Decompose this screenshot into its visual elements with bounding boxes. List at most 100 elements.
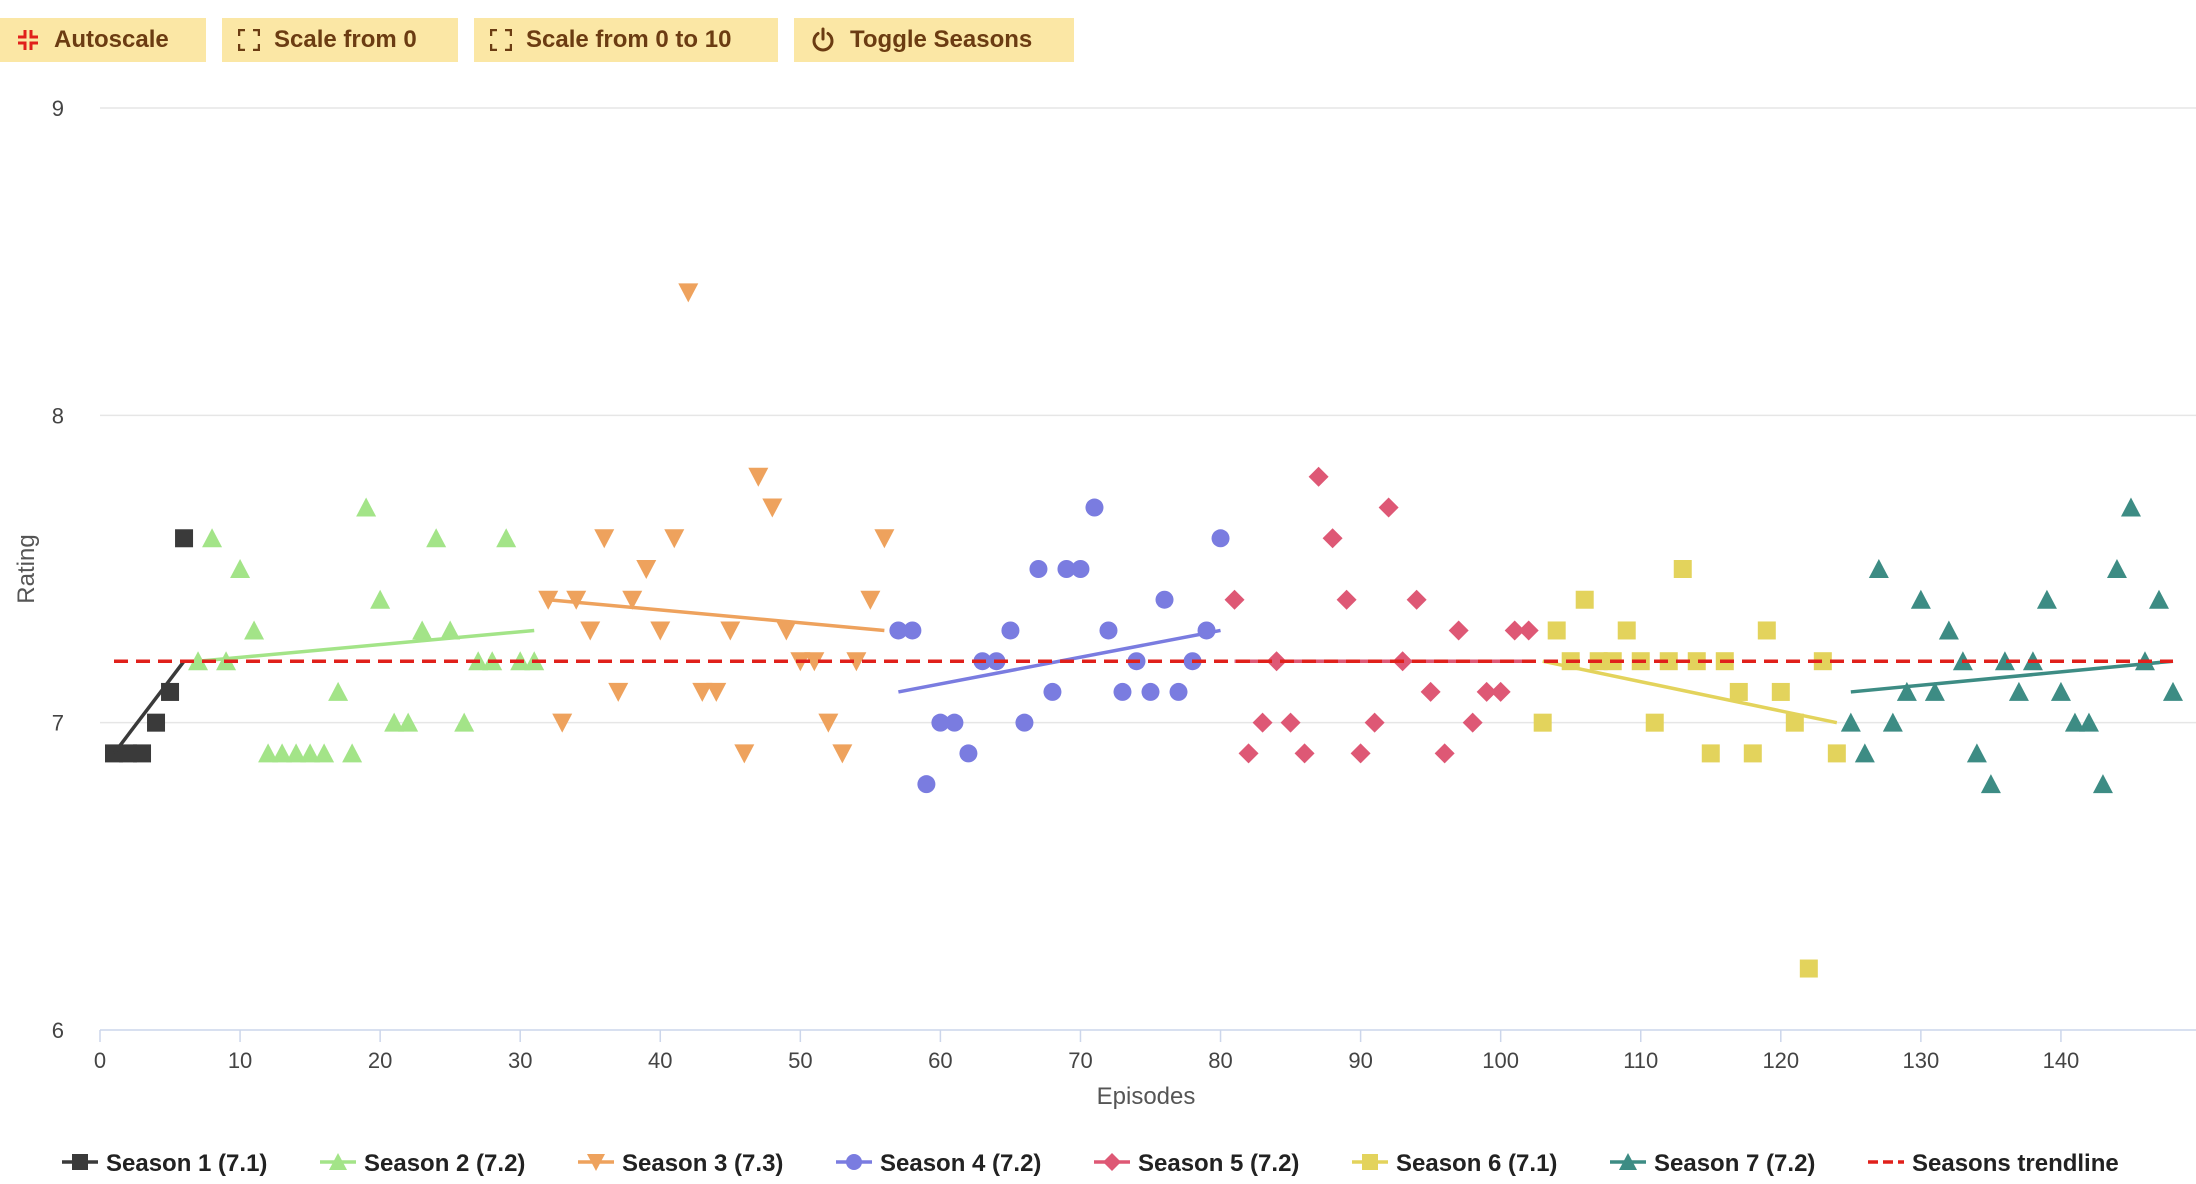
legend-item[interactable]: Season 6 (7.1) <box>1352 1150 1557 1177</box>
data-point <box>734 744 755 764</box>
data-point <box>1687 652 1706 671</box>
data-point <box>1155 590 1174 609</box>
legend-item[interactable]: Season 3 (7.3) <box>578 1150 783 1177</box>
x-tick-label: 30 <box>508 1048 532 1073</box>
legend-item[interactable]: Season 4 (7.2) <box>836 1150 1041 1177</box>
data-point <box>1476 681 1497 702</box>
data-point <box>300 743 321 763</box>
scale-from-0-button[interactable]: Scale from 0 <box>222 18 458 62</box>
x-tick-label: 50 <box>788 1048 812 1073</box>
data-point <box>1882 712 1903 732</box>
legend-label: Season 4 (7.2) <box>880 1150 1041 1177</box>
data-point <box>2050 681 2071 701</box>
data-point <box>650 621 671 641</box>
series-5 <box>1224 466 1539 764</box>
data-point <box>286 743 307 763</box>
data-point <box>314 743 335 763</box>
data-point <box>552 713 573 733</box>
data-point <box>370 589 391 609</box>
toggle-seasons-button[interactable]: Toggle Seasons <box>794 18 1074 62</box>
legend-marker <box>1619 1153 1637 1170</box>
data-point <box>1827 744 1846 763</box>
data-point <box>860 590 881 610</box>
data-point <box>580 621 601 641</box>
data-point <box>1924 681 1945 701</box>
season-trend-line <box>1542 659 1838 725</box>
data-point <box>2162 681 2183 701</box>
data-point <box>889 621 908 640</box>
data-point <box>748 467 769 487</box>
data-point <box>398 712 419 732</box>
data-point <box>1659 652 1678 671</box>
x-tick-label: 100 <box>1482 1048 1519 1073</box>
x-tick-label: 40 <box>648 1048 672 1073</box>
data-point <box>356 497 377 517</box>
data-point <box>244 620 265 640</box>
data-point <box>959 744 978 763</box>
legend-item[interactable]: Season 2 (7.2) <box>320 1150 525 1177</box>
data-point <box>1840 712 1861 732</box>
data-point <box>636 560 657 579</box>
data-point <box>1029 560 1048 578</box>
data-point <box>1378 497 1399 518</box>
data-point <box>2106 559 2127 578</box>
data-point <box>608 682 629 702</box>
data-point <box>1980 774 2001 794</box>
data-point <box>496 528 517 548</box>
data-point <box>1518 620 1539 641</box>
data-point <box>1057 560 1076 578</box>
data-point <box>678 283 699 303</box>
season-trend-line <box>197 628 535 663</box>
x-tick-label: 90 <box>1348 1048 1372 1073</box>
data-point <box>692 682 713 702</box>
expand-icon <box>238 29 274 51</box>
legend-label: Season 3 (7.3) <box>622 1150 783 1177</box>
x-tick-label: 140 <box>2043 1048 2080 1073</box>
data-point <box>1350 743 1371 764</box>
data-point <box>566 590 587 610</box>
data-point <box>1771 682 1790 701</box>
data-point <box>945 713 964 732</box>
legend-item[interactable]: Seasons trendline <box>1868 1150 2119 1177</box>
data-point <box>1785 713 1804 732</box>
data-point <box>804 652 825 672</box>
data-point <box>1994 651 2015 671</box>
toolbar-button-label: Autoscale <box>54 26 169 53</box>
data-point <box>2008 681 2029 701</box>
data-point <box>1043 682 1062 701</box>
series-1 <box>105 529 194 763</box>
season-trend-line <box>898 628 1221 694</box>
legend-marker <box>72 1154 88 1170</box>
y-tick-label: 8 <box>52 403 64 428</box>
legend-item[interactable]: Season 7 (7.2) <box>1610 1150 1815 1177</box>
x-tick-label: 130 <box>1903 1048 1940 1073</box>
data-point <box>1462 712 1483 733</box>
data-point <box>1757 621 1776 640</box>
autoscale-button[interactable]: Autoscale <box>0 18 206 62</box>
x-tick-label: 70 <box>1068 1048 1092 1073</box>
data-point <box>1211 529 1230 548</box>
data-point <box>1645 713 1664 732</box>
data-point <box>1799 959 1818 978</box>
legend-label: Season 7 (7.2) <box>1654 1150 1815 1177</box>
chart-toolbar: Autoscale Scale from 0 Scale from 0 to 10 T… <box>0 18 1100 62</box>
legend-marker <box>1103 1153 1121 1171</box>
legend-item[interactable]: Season 5 (7.2) <box>1094 1150 1299 1177</box>
x-axis-title: Episodes <box>1097 1083 1196 1110</box>
y-tick-label: 7 <box>52 711 64 736</box>
data-point <box>202 528 223 548</box>
data-point <box>1910 589 1931 609</box>
data-point <box>818 713 839 733</box>
season-trend-line <box>1850 659 2174 694</box>
data-point <box>2148 589 2169 609</box>
scale-from-0-to-10-button[interactable]: Scale from 0 to 10 <box>474 18 778 62</box>
data-point <box>1169 682 1188 701</box>
data-point <box>272 743 293 763</box>
data-point <box>1141 682 1160 701</box>
data-point <box>1015 713 1034 732</box>
data-point <box>622 590 643 610</box>
series-6 <box>1533 560 1846 978</box>
series-7 <box>1840 497 2183 794</box>
data-point <box>706 682 727 702</box>
legend-item[interactable]: Season 1 (7.1) <box>62 1150 267 1177</box>
